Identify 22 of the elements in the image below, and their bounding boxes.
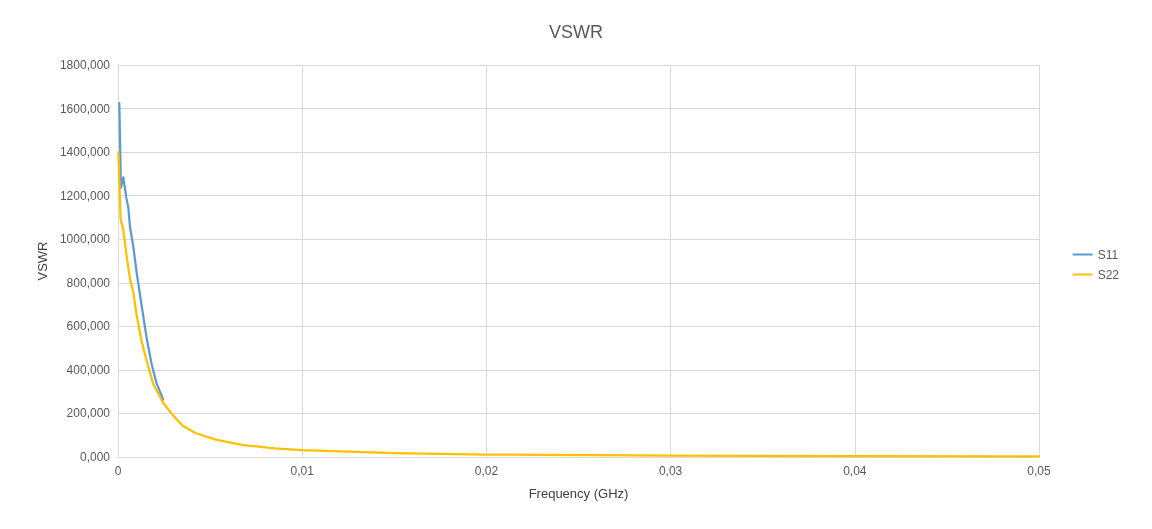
line-series <box>118 101 165 401</box>
y-tick-label: 1800,000 <box>59 58 111 72</box>
y-axis-title: VSWR <box>35 241 51 281</box>
y-tick-label: 1200,000 <box>59 188 111 203</box>
y-tick-label: 800,000 <box>66 275 111 290</box>
y-tick-label: 1400,000 <box>59 145 111 160</box>
chart-title: VSWR <box>549 22 603 42</box>
y-tick-label: 1600,000 <box>59 101 111 116</box>
y-tick-label: 600,000 <box>66 319 111 334</box>
y-tick-label: 1000,000 <box>59 232 111 247</box>
x-axis-title: Frequency (GHz) <box>528 486 629 501</box>
x-tick-label: 0,02 <box>474 464 499 478</box>
y-tick-label: 200,000 <box>66 406 111 421</box>
legend-label: S11 <box>1097 247 1119 262</box>
y-tick-label: 0,000 <box>79 450 111 464</box>
legend-label: S22 <box>1097 267 1120 282</box>
x-tick-label: 0,03 <box>658 464 683 478</box>
y-tick-label: 400,000 <box>66 362 111 377</box>
x-tick-label: 0,01 <box>290 464 315 478</box>
x-tick-label: 0,04 <box>843 464 867 478</box>
x-tick-label: 0,05 <box>1027 464 1051 478</box>
x-tick-label: 0 <box>114 464 122 478</box>
